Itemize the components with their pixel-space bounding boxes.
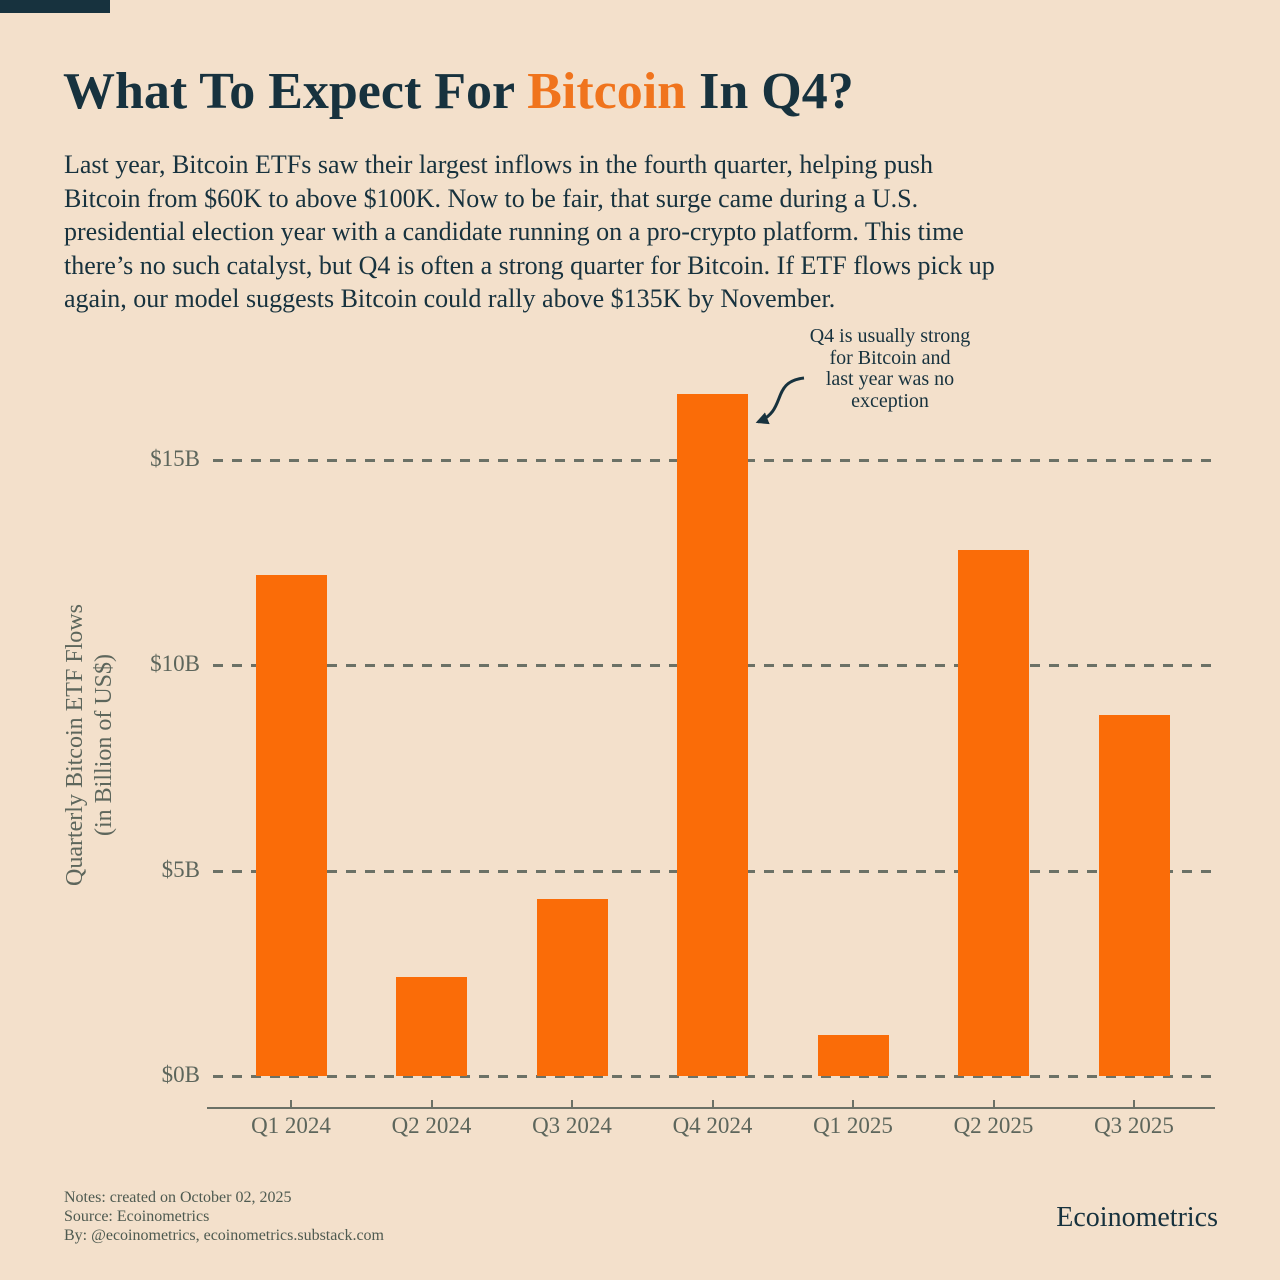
footer-notes: Notes: created on October 02, 2025 Sourc…	[64, 1189, 384, 1244]
y-tick-label: $15B	[150, 445, 200, 471]
x-tick-q1-2024	[290, 1100, 292, 1108]
corner-accent-bar	[0, 0, 110, 13]
x-tick-label-q1-2025: Q1 2025	[813, 1113, 893, 1138]
x-tick-label-q2-2024: Q2 2024	[391, 1113, 472, 1138]
bar-q1-2024	[255, 574, 327, 1076]
y-tick-label: $5B	[161, 856, 200, 882]
bar-q1-2025	[817, 1034, 889, 1076]
page-title-highlight: Bitcoin	[527, 62, 687, 120]
x-tick-label-q2-2025: Q2 2025	[953, 1113, 1034, 1138]
page-title-suffix: In Q4?	[686, 62, 854, 120]
x-tick-q1-2025	[852, 1100, 854, 1108]
x-tick-q4-2024	[711, 1100, 714, 1108]
bar-q3-2024	[536, 899, 608, 1076]
page-title: What To Expect For Bitcoin In Q4?	[63, 61, 1213, 123]
x-tick-label-q1-2024: Q1 2024	[251, 1113, 331, 1138]
gridline-0b	[213, 1075, 1215, 1078]
chart-annotation: Q4 is usually strong for Bitcoin and las…	[809, 325, 971, 412]
x-tick-label-q3-2025: Q3 2025	[1094, 1113, 1174, 1138]
annotation-arrow-icon	[755, 376, 805, 425]
y-axis-title: Quarterly Bitcoin ETF Flows (in Billion …	[62, 604, 117, 886]
brand-logo: Ecoinometrics	[1056, 1202, 1218, 1233]
x-tick-q3-2025	[1133, 1100, 1135, 1108]
bar-q2-2024	[396, 977, 467, 1076]
bar-q2-2025	[958, 550, 1029, 1076]
y-tick-label: $10B	[150, 651, 200, 677]
x-tick-q3-2024	[571, 1100, 573, 1108]
x-axis-line	[207, 1107, 1215, 1109]
intro-paragraph: Last year, Bitcoin ETFs saw their larges…	[64, 150, 995, 313]
page-title-prefix: What To Expect For	[63, 62, 528, 120]
y-tick-label: $0B	[161, 1062, 200, 1087]
bar-q4-2024	[677, 394, 748, 1076]
x-tick-q2-2024	[430, 1100, 433, 1108]
bar-q3-2025	[1098, 714, 1170, 1076]
bar-chart	[210, 390, 1215, 1078]
x-tick-label-q4-2024: Q4 2024	[672, 1113, 753, 1138]
x-tick-q2-2025	[992, 1100, 995, 1108]
x-tick-label-q3-2024: Q3 2024	[532, 1113, 612, 1138]
